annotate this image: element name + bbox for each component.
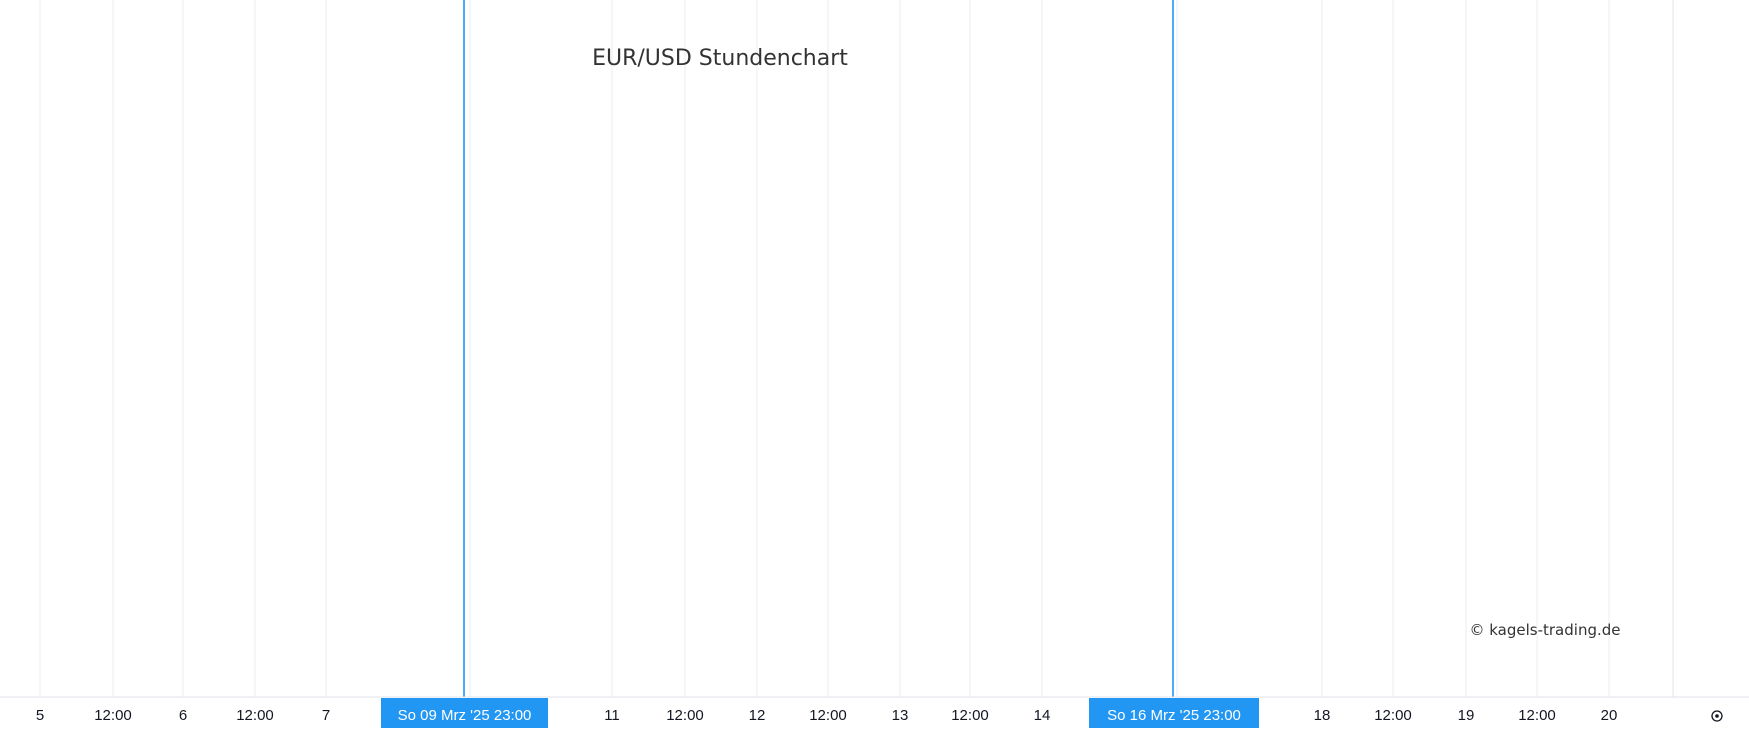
settings-icon[interactable] [1711,710,1723,722]
time-axis[interactable]: 512:00612:007001112:001212:001312:001400… [0,696,1749,724]
time-tick-label: 7 [322,707,330,724]
time-tick-label: 5 [36,707,44,724]
chart-title: EUR/USD Stundenchart [592,46,848,71]
time-tick-label: 12:00 [1374,707,1412,724]
grid [39,0,1610,697]
time-tick-label: 19 [1458,707,1475,724]
time-tick-label: 18 [1314,707,1331,724]
date-marker-label: So 09 Mrz '25 23:00 [398,707,532,724]
time-tick-label: 14 [1034,707,1051,724]
time-tick-label: 12:00 [94,707,132,724]
date-marker-box [1089,698,1259,728]
time-tick-label: 12:00 [666,707,704,724]
time-tick-label: 12 [749,707,766,724]
date-marker-lines [463,0,1174,697]
date-marker-label: So 16 Mrz '25 23:00 [1107,707,1241,724]
date-marker-box [381,698,548,728]
time-tick-label: 12:00 [951,707,989,724]
price-axis[interactable]: 1,113951,104601,100211,094811,077751,069… [1672,0,1749,697]
time-tick-label: 12:00 [236,707,274,724]
time-tick-label: 11 [604,707,620,724]
time-tick-label: 6 [179,707,187,724]
time-tick-label: 12:00 [1518,707,1556,724]
time-tick-label: 13 [892,707,909,724]
copyright-label: © kagels-trading.de [1469,621,1620,639]
date-markers: So 09 Mrz '25 23:00 So 16 Mrz '25 23:00 [381,698,1259,728]
time-tick-label: 20 [1601,707,1618,724]
time-tick-label: 12:00 [809,707,847,724]
